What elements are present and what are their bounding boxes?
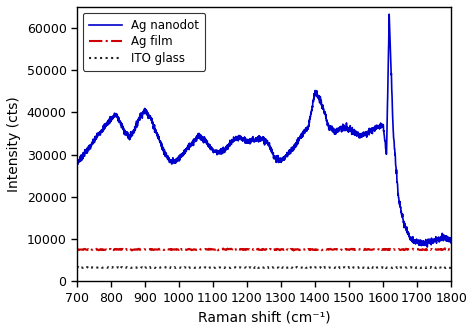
Ag nanodot: [424, 245, 430, 249]
Ag nanodot: [424, 241, 429, 245]
ITO glass: [140, 266, 146, 270]
Ag nanodot: [74, 159, 80, 163]
Line: Ag nanodot: Ag nanodot: [77, 14, 451, 247]
Ag film: [243, 248, 249, 252]
ITO glass: [295, 266, 301, 270]
ITO glass: [170, 265, 176, 269]
X-axis label: Raman shift (cm⁻¹): Raman shift (cm⁻¹): [198, 310, 330, 324]
ITO glass: [448, 265, 454, 269]
Ag film: [295, 248, 301, 252]
Legend: Ag nanodot, Ag film, ITO glass: Ag nanodot, Ag film, ITO glass: [83, 13, 205, 71]
Ag nanodot: [386, 12, 392, 16]
Ag nanodot: [448, 236, 454, 240]
Ag film: [325, 247, 330, 251]
ITO glass: [302, 265, 308, 269]
Ag nanodot: [161, 148, 166, 152]
ITO glass: [74, 265, 80, 269]
Ag nanodot: [337, 125, 343, 129]
ITO glass: [243, 265, 249, 269]
Ag film: [448, 248, 454, 252]
Ag nanodot: [448, 241, 454, 245]
ITO glass: [276, 266, 282, 270]
Ag film: [442, 246, 448, 250]
Y-axis label: Intensity (cts): Intensity (cts): [7, 96, 21, 192]
Ag film: [140, 248, 146, 252]
ITO glass: [325, 265, 331, 269]
Ag film: [74, 247, 80, 251]
Ag nanodot: [310, 100, 316, 104]
ITO glass: [357, 266, 363, 270]
Ag film: [170, 248, 176, 252]
Ag film: [356, 247, 362, 251]
Line: Ag film: Ag film: [77, 248, 451, 251]
Ag nanodot: [406, 233, 411, 237]
Ag film: [291, 249, 297, 253]
Line: ITO glass: ITO glass: [77, 267, 451, 268]
